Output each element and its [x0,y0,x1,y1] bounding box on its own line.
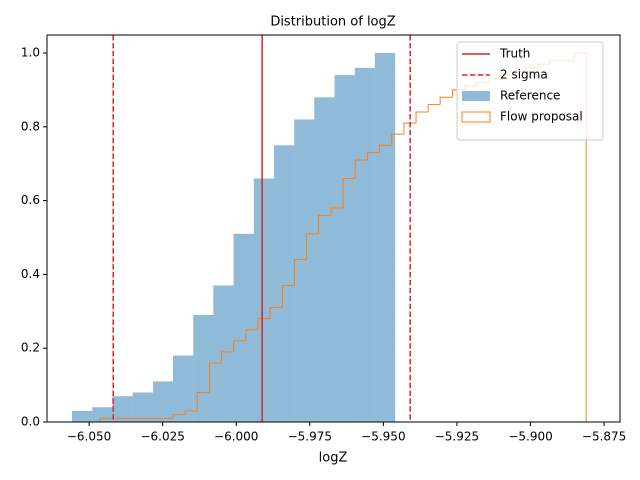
x-tick-label: −5.875 [582,430,626,444]
step-segment [354,159,368,179]
step-segment [439,96,453,105]
histogram-bar [72,410,93,422]
x-tick-label: −6.000 [214,430,258,444]
histogram-bar [92,407,113,422]
y-tick-label: 0.6 [21,193,40,207]
x-tick-label: −5.900 [508,430,552,444]
step-segment [196,391,210,411]
step-segment [342,177,356,208]
step-segment [221,351,234,363]
y-tick-label: 0.4 [21,267,40,281]
y-tick-label: 0.8 [21,119,40,133]
step-segment [379,144,392,153]
step-segment [233,340,246,352]
histogram-bar [193,314,214,422]
histogram-bar [314,97,335,422]
step-segment [330,207,344,216]
histogram-bar [112,396,133,422]
histogram-bar [354,67,375,422]
step-segment [403,122,417,135]
histogram-bar [152,381,173,422]
step-segment [281,284,295,308]
step-segment [208,362,222,393]
x-tick-label: −5.925 [435,430,479,444]
x-axis-label: logZ [319,451,348,466]
histogram-bar [334,75,355,422]
histogram-bar [273,145,295,423]
step-segment [184,410,198,415]
legend-label: Truth [499,47,530,61]
chart-title: Distribution of logZ [270,15,395,30]
step-segment [172,414,186,419]
histogram-bar [213,285,234,422]
x-tick-label: −6.050 [67,430,111,444]
x-tick-label: −6.025 [140,430,184,444]
histogram-bar [132,392,153,422]
legend-swatch [461,111,491,123]
step-segment [427,104,441,113]
histogram-bar [374,53,396,422]
step-segment [318,214,331,234]
step-segment [366,152,380,161]
y-tick-label: 1.0 [21,46,40,60]
step-segment [245,329,259,341]
legend-label: Flow proposal [500,110,583,124]
y-tick-label: 0.2 [21,341,40,355]
legend-label: Reference [500,89,560,103]
legend-label: 2 sigma [500,68,548,82]
histogram-bar [294,119,315,422]
step-segment [306,233,319,260]
step-segment [415,111,429,124]
legend-box [456,41,604,141]
y-tick-label: 0.0 [21,415,40,429]
step-segment [99,417,113,422]
step-segment [294,259,307,286]
x-tick-label: −5.975 [288,430,332,444]
step-segment [257,318,271,330]
legend: Truth 2 sigma Reference Flow proposal [456,41,604,141]
histogram-bar [233,233,254,422]
step-segment [391,133,404,146]
histogram-bar [172,355,194,422]
histogram-bar [253,178,274,422]
plot-frame [46,34,621,423]
x-tick-label: −5.950 [361,430,405,444]
legend-swatch [462,91,490,101]
step-segment [269,307,283,319]
